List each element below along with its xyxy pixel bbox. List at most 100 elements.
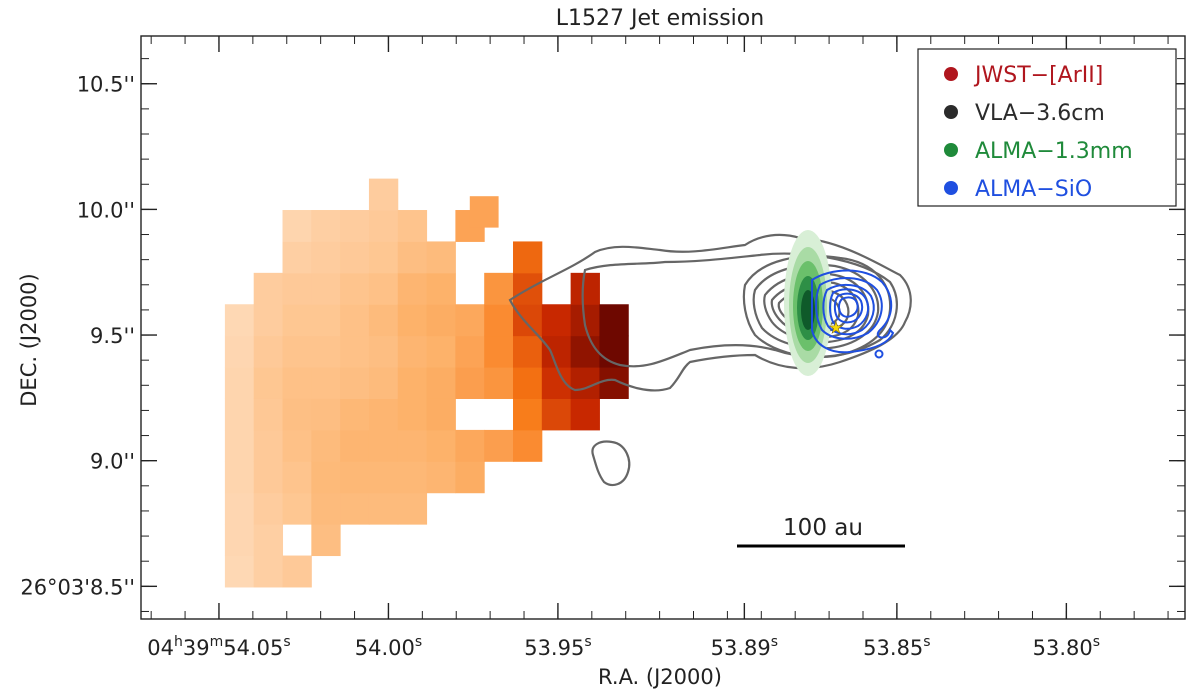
legend-marker (944, 143, 958, 157)
heatmap-pixel (599, 304, 629, 337)
heatmap-pixel (426, 367, 456, 399)
heatmap-pixel (253, 335, 284, 368)
heatmap-pixel (513, 304, 543, 337)
sio-contour-knot (874, 349, 884, 359)
sio-contour (822, 283, 875, 336)
heatmap-pixel (368, 429, 399, 462)
heatmap-pixel (484, 304, 514, 337)
sio-contour (833, 292, 864, 324)
heatmap-pixel (340, 429, 370, 462)
heatmap-pixel (311, 241, 341, 274)
heatmap-pixel (282, 304, 312, 337)
heatmap-pixel (426, 272, 456, 305)
heatmap-pixel (340, 335, 370, 368)
legend-box (917, 48, 1177, 207)
heatmap-pixel (397, 210, 428, 242)
heatmap-pixel (368, 304, 399, 337)
heatmap-pixel (282, 335, 312, 368)
heatmap-pixel (426, 304, 456, 337)
heatmap-pixel (455, 335, 485, 368)
heatmap-pixel (340, 398, 370, 431)
heatmap-pixel (397, 272, 428, 305)
heatmap-pixel (455, 304, 485, 337)
sio-contour (829, 288, 870, 330)
heatmap-pixel (311, 304, 341, 337)
heatmap-pixel (224, 367, 255, 399)
heatmap-pixel (455, 367, 485, 399)
heatmap-pixel (253, 304, 284, 337)
heatmap-pixel (253, 492, 284, 525)
heatmap-pixel (368, 335, 399, 368)
heatmap-pixel (513, 335, 543, 368)
heatmap-pixel (484, 367, 514, 399)
heatmap-pixel (541, 304, 572, 337)
sio-contour (837, 296, 859, 318)
plot-frame (140, 35, 1186, 620)
heatmap-pixel (426, 461, 456, 494)
legend-label: JWST−[ArII] (973, 63, 1103, 88)
legend: JWST−[ArII] VLA−3.6cm ALMA−1.3mm ALMA−SiO (917, 48, 1177, 207)
heatmap-pixel (340, 304, 370, 337)
alma-1.3mm-contours (784, 230, 832, 376)
heatmap-pixel (340, 272, 370, 305)
heatmap-pixel (282, 492, 312, 525)
chart-title: L1527 Jet emission (556, 6, 764, 31)
heatmap-pixel (340, 367, 370, 399)
heatmap-pixel (484, 272, 514, 305)
legend-label: ALMA−1.3mm (975, 139, 1133, 164)
heatmap-pixel (340, 461, 370, 494)
heatmap-pixel (340, 210, 370, 242)
heatmap-pixel (224, 304, 255, 337)
heatmap-pixel (570, 398, 600, 431)
heatmap-pixel (253, 461, 284, 494)
heatmap-pixel (397, 304, 428, 337)
scale-bar-label: 100 au (783, 515, 863, 541)
vla-jet-contour (508, 233, 912, 392)
axes: 10.5'' 10.0'' 9.5'' 9.0'' 26°03'8.5'' 04h39m5… (20, 36, 1185, 660)
heatmap-pixel (368, 210, 399, 242)
heatmap-pixel (282, 241, 312, 274)
heatmap-pixel (224, 335, 255, 368)
heatmap-pixel (224, 492, 255, 525)
heatmap-pixel (426, 398, 456, 431)
heatmap-pixel (253, 398, 284, 431)
heatmap-pixel (397, 429, 428, 462)
heatmap-pixel (426, 429, 456, 462)
y-tick-label: 26°03'8.5'' (20, 575, 135, 599)
heatmap-pixel (541, 398, 572, 431)
heatmap-pixel (311, 367, 341, 399)
heatmap-pixel (455, 461, 485, 494)
heatmap-pixel (368, 492, 399, 525)
heatmap-pixel (282, 555, 312, 588)
heatmap-pixel (340, 492, 370, 525)
heatmap-pixel (368, 461, 399, 494)
heatmap-pixel (340, 241, 370, 274)
heatmap-pixel (397, 461, 428, 494)
heatmap-pixel (397, 335, 428, 368)
heatmap-pixel (311, 492, 341, 525)
x-tick-label: 53.89s (711, 634, 778, 660)
heatmap-pixel (426, 241, 456, 274)
heatmap-pixel (513, 398, 543, 431)
heatmap-pixel (253, 367, 284, 399)
heatmap-pixel (311, 210, 341, 242)
legend-label: VLA−3.6cm (975, 101, 1105, 126)
vla-south-blob-contour (591, 440, 631, 486)
legend-marker (944, 181, 958, 195)
y-tick-label: 9.0'' (90, 450, 135, 474)
heatmap-pixel (311, 272, 341, 305)
x-tick-label: 53.95s (524, 634, 591, 660)
heatmap-pixel (224, 429, 255, 462)
scale-bar: 100 au (737, 515, 905, 548)
heatmap-pixel (513, 367, 543, 399)
y-tick-label: 10.5'' (77, 73, 135, 97)
x-tick-label: 54.00s (355, 634, 422, 660)
heatmap-pixel (311, 524, 341, 557)
heatmap-pixel (469, 196, 499, 228)
heatmap-pixel (397, 398, 428, 431)
heatmap-pixel (224, 555, 255, 588)
y-tick-label: 9.5'' (90, 324, 135, 348)
y-axis-label: DEC. (J2000) (17, 273, 41, 406)
heatmap-pixel (570, 272, 600, 305)
